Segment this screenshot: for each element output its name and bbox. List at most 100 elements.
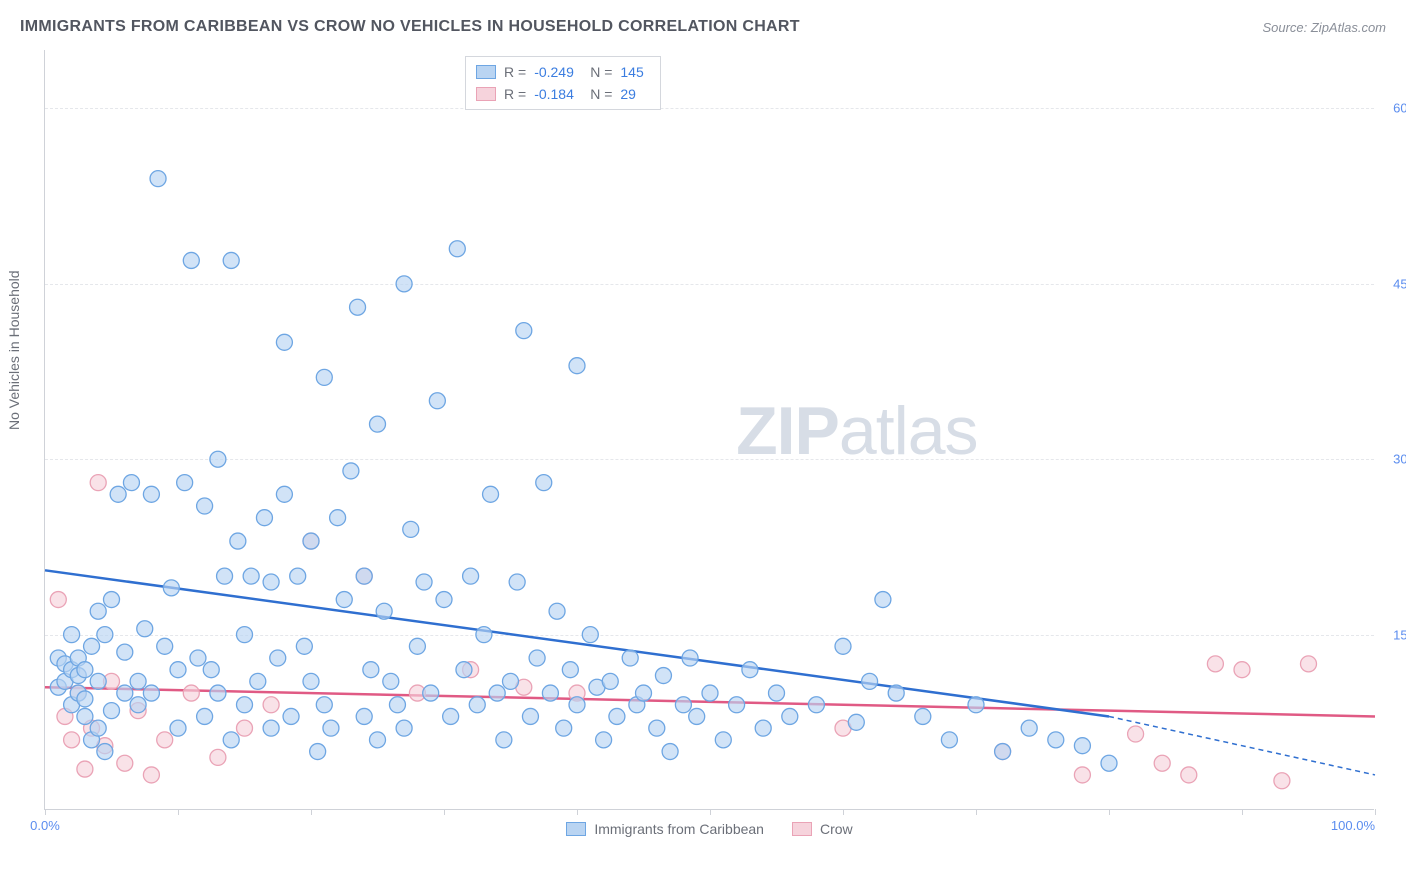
- data-point: [217, 568, 233, 584]
- x-tick: [1375, 809, 1376, 815]
- data-point: [356, 568, 372, 584]
- data-point: [1181, 767, 1197, 783]
- scatter-svg: [45, 50, 1374, 809]
- trend-line-extrapolated: [1109, 716, 1375, 774]
- data-point: [110, 486, 126, 502]
- data-point: [742, 662, 758, 678]
- data-point: [1074, 767, 1090, 783]
- data-point: [117, 685, 133, 701]
- data-point: [655, 668, 671, 684]
- data-point: [64, 732, 80, 748]
- data-point: [429, 393, 445, 409]
- data-point: [423, 685, 439, 701]
- legend-swatch: [476, 87, 496, 101]
- data-point: [1154, 755, 1170, 771]
- data-point: [602, 673, 618, 689]
- legend-r-label: R =: [504, 83, 526, 105]
- data-point: [1301, 656, 1317, 672]
- series-legend-item: Immigrants from Caribbean: [566, 821, 764, 837]
- legend-n-value: 29: [620, 83, 650, 105]
- data-point: [263, 720, 279, 736]
- data-point: [995, 744, 1011, 760]
- data-point: [263, 574, 279, 590]
- x-tick: [45, 809, 46, 815]
- series-legend: Immigrants from CaribbeanCrow: [45, 821, 1374, 837]
- data-point: [449, 241, 465, 257]
- data-point: [303, 533, 319, 549]
- data-point: [77, 662, 93, 678]
- data-point: [662, 744, 678, 760]
- data-point: [330, 510, 346, 526]
- data-point: [237, 697, 253, 713]
- data-point: [1274, 773, 1290, 789]
- data-point: [303, 673, 319, 689]
- data-point: [769, 685, 785, 701]
- data-point: [622, 650, 638, 666]
- data-point: [316, 369, 332, 385]
- data-point: [848, 714, 864, 730]
- data-point: [210, 749, 226, 765]
- data-point: [596, 732, 612, 748]
- data-point: [123, 475, 139, 491]
- legend-n-value: 145: [620, 61, 650, 83]
- data-point: [808, 697, 824, 713]
- data-point: [243, 568, 259, 584]
- data-point: [1128, 726, 1144, 742]
- legend-n-label: N =: [590, 61, 612, 83]
- data-point: [230, 533, 246, 549]
- legend-n-label: N =: [590, 83, 612, 105]
- data-point: [223, 732, 239, 748]
- chart-title: IMMIGRANTS FROM CARIBBEAN VS CROW NO VEH…: [20, 18, 800, 36]
- data-point: [77, 708, 93, 724]
- data-point: [170, 662, 186, 678]
- data-point: [50, 592, 66, 608]
- data-point: [157, 732, 173, 748]
- data-point: [316, 697, 332, 713]
- data-point: [562, 662, 578, 678]
- data-point: [549, 603, 565, 619]
- data-point: [143, 486, 159, 502]
- data-point: [64, 627, 80, 643]
- data-point: [137, 621, 153, 637]
- data-point: [503, 673, 519, 689]
- data-point: [675, 697, 691, 713]
- data-point: [516, 323, 532, 339]
- data-point: [104, 592, 120, 608]
- legend-swatch: [566, 822, 586, 836]
- data-point: [469, 697, 485, 713]
- data-point: [409, 638, 425, 654]
- data-point: [356, 708, 372, 724]
- data-point: [190, 650, 206, 666]
- data-point: [310, 744, 326, 760]
- data-point: [77, 691, 93, 707]
- x-tick: [311, 809, 312, 815]
- plot-area: ZIPatlas 15.0%30.0%45.0%60.0% 0.0%100.0%…: [44, 50, 1374, 810]
- legend-r-value: -0.249: [534, 61, 582, 83]
- data-point: [276, 486, 292, 502]
- x-tick: [1242, 809, 1243, 815]
- data-point: [1074, 738, 1090, 754]
- series-legend-label: Immigrants from Caribbean: [594, 821, 764, 837]
- data-point: [476, 627, 492, 643]
- legend-r-label: R =: [504, 61, 526, 83]
- data-point: [363, 662, 379, 678]
- data-point: [77, 761, 93, 777]
- data-point: [609, 708, 625, 724]
- x-tick: [444, 809, 445, 815]
- data-point: [163, 580, 179, 596]
- data-point: [715, 732, 731, 748]
- data-point: [90, 603, 106, 619]
- data-point: [104, 703, 120, 719]
- data-point: [443, 708, 459, 724]
- data-point: [270, 650, 286, 666]
- data-point: [177, 475, 193, 491]
- data-point: [1207, 656, 1223, 672]
- data-point: [396, 276, 412, 292]
- data-point: [542, 685, 558, 701]
- data-point: [489, 685, 505, 701]
- data-point: [569, 358, 585, 374]
- data-point: [509, 574, 525, 590]
- data-point: [210, 451, 226, 467]
- data-point: [682, 650, 698, 666]
- data-point: [276, 334, 292, 350]
